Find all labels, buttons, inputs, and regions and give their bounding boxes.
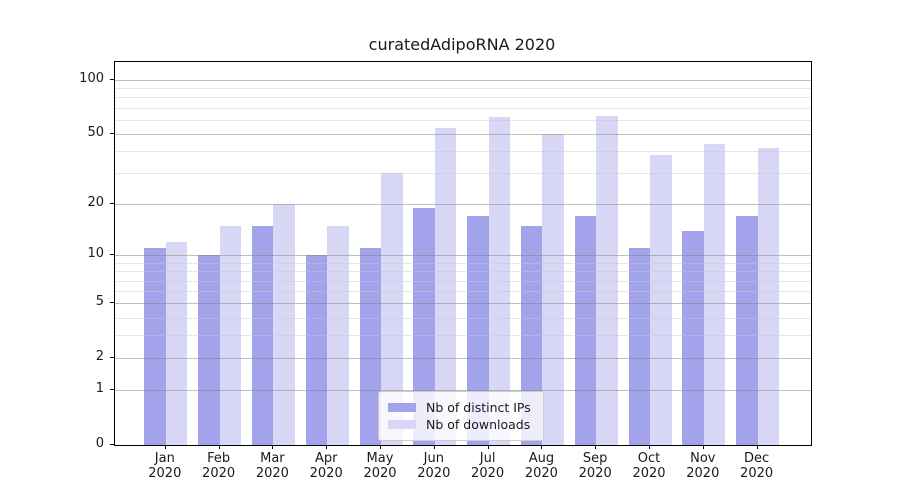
gridline-minor bbox=[115, 151, 811, 153]
gridline-minor bbox=[115, 291, 811, 293]
legend-row-downloads: Nb of downloads bbox=[388, 417, 531, 432]
bar-downloads-aug bbox=[542, 134, 564, 445]
y-tick-mark bbox=[110, 444, 114, 445]
x-tick-label-jul: Jul 2020 bbox=[471, 451, 505, 481]
y-tick-label: 2 bbox=[95, 349, 104, 365]
bar-distinct-ips-may bbox=[359, 248, 381, 445]
x-tick-label-mar: Mar 2020 bbox=[255, 451, 289, 481]
y-tick-mark bbox=[110, 357, 114, 359]
bar-downloads-mar bbox=[273, 204, 295, 445]
gridline-minor bbox=[115, 88, 811, 90]
bar-downloads-nov bbox=[703, 143, 726, 445]
bar-downloads-jan bbox=[165, 242, 188, 445]
x-tick-label-jun: Jun 2020 bbox=[417, 451, 451, 481]
gridline-major bbox=[115, 390, 811, 392]
legend-row-distinct-ips: Nb of distinct IPs bbox=[388, 400, 531, 415]
bar-distinct-ips-sep bbox=[574, 216, 597, 445]
bar-distinct-ips-jul bbox=[467, 216, 489, 445]
y-tick-mark bbox=[110, 133, 114, 135]
x-tick-mark bbox=[164, 445, 166, 449]
x-tick-label-may: May 2020 bbox=[363, 451, 397, 481]
x-tick-mark bbox=[380, 445, 381, 449]
legend: Nb of distinct IPs Nb of downloads bbox=[378, 391, 544, 441]
bar-downloads-oct bbox=[650, 155, 672, 445]
x-tick-mark bbox=[487, 445, 489, 449]
gridline-minor bbox=[115, 97, 811, 99]
bar-distinct-ips-apr bbox=[305, 255, 328, 445]
gridline-minor bbox=[115, 119, 811, 121]
y-tick-mark bbox=[110, 203, 114, 205]
x-tick-label-oct: Oct 2020 bbox=[632, 451, 666, 481]
x-tick-label-feb: Feb 2020 bbox=[202, 451, 236, 481]
gridline-minor bbox=[115, 280, 811, 282]
gridline-minor bbox=[115, 173, 811, 175]
legend-swatch-distinct-ips bbox=[388, 403, 416, 412]
gridline-minor bbox=[115, 262, 811, 264]
legend-swatch-downloads bbox=[388, 420, 416, 429]
y-tick-mark bbox=[110, 254, 114, 256]
y-tick-mark bbox=[110, 302, 114, 304]
x-tick-mark bbox=[756, 445, 758, 449]
y-tick-label: 0 bbox=[95, 436, 104, 451]
x-tick-label-aug: Aug 2020 bbox=[524, 451, 558, 481]
x-tick-mark bbox=[595, 445, 597, 449]
gridline-minor bbox=[115, 271, 811, 273]
legend-label-distinct-ips: Nb of distinct IPs bbox=[426, 400, 531, 415]
bar-distinct-ips-nov bbox=[682, 230, 704, 445]
bar-downloads-sep bbox=[596, 116, 618, 445]
bar-distinct-ips-feb bbox=[198, 255, 220, 445]
x-tick-mark bbox=[433, 445, 435, 449]
x-tick-label-apr: Apr 2020 bbox=[309, 451, 343, 481]
gridline-major bbox=[115, 80, 811, 81]
gridline-major bbox=[115, 255, 811, 257]
bar-distinct-ips-oct bbox=[628, 248, 650, 445]
x-tick-label-sep: Sep 2020 bbox=[578, 451, 612, 481]
bar-downloads-jun bbox=[434, 128, 457, 445]
x-tick-mark bbox=[649, 445, 650, 449]
gridline-major bbox=[115, 358, 811, 360]
x-tick-mark bbox=[541, 445, 543, 449]
x-tick-mark bbox=[218, 445, 220, 449]
gridline-major bbox=[115, 303, 811, 305]
x-tick-mark bbox=[702, 445, 704, 449]
legend-label-downloads: Nb of downloads bbox=[426, 417, 531, 432]
x-tick-mark bbox=[326, 445, 328, 449]
gridline-major bbox=[115, 134, 811, 136]
x-tick-label-nov: Nov 2020 bbox=[686, 451, 720, 481]
y-tick-label: 50 bbox=[87, 125, 104, 141]
y-tick-label: 100 bbox=[79, 71, 104, 86]
y-tick-label: 1 bbox=[95, 381, 104, 397]
x-tick-label-dec: Dec 2020 bbox=[740, 451, 774, 481]
gridline-major bbox=[115, 204, 811, 206]
gridline-minor bbox=[115, 317, 811, 319]
bar-distinct-ips-dec bbox=[736, 216, 758, 445]
gridline-minor bbox=[115, 335, 811, 337]
y-tick-label: 5 bbox=[95, 294, 104, 310]
bar-downloads-jul bbox=[488, 117, 511, 445]
bar-distinct-ips-jun bbox=[413, 208, 435, 445]
plot-area bbox=[114, 61, 812, 446]
y-tick-mark bbox=[110, 389, 114, 391]
bar-downloads-may bbox=[381, 173, 403, 445]
gridline-minor bbox=[115, 107, 811, 109]
y-tick-label: 10 bbox=[87, 246, 104, 262]
bar-downloads-dec bbox=[757, 147, 780, 445]
y-tick-label: 20 bbox=[87, 195, 104, 211]
x-tick-mark bbox=[272, 445, 274, 449]
bar-distinct-ips-jan bbox=[144, 248, 166, 445]
x-tick-label-jan: Jan 2020 bbox=[148, 451, 182, 481]
y-tick-mark bbox=[110, 79, 114, 80]
chart-title: curatedAdipoRNA 2020 bbox=[368, 35, 556, 54]
